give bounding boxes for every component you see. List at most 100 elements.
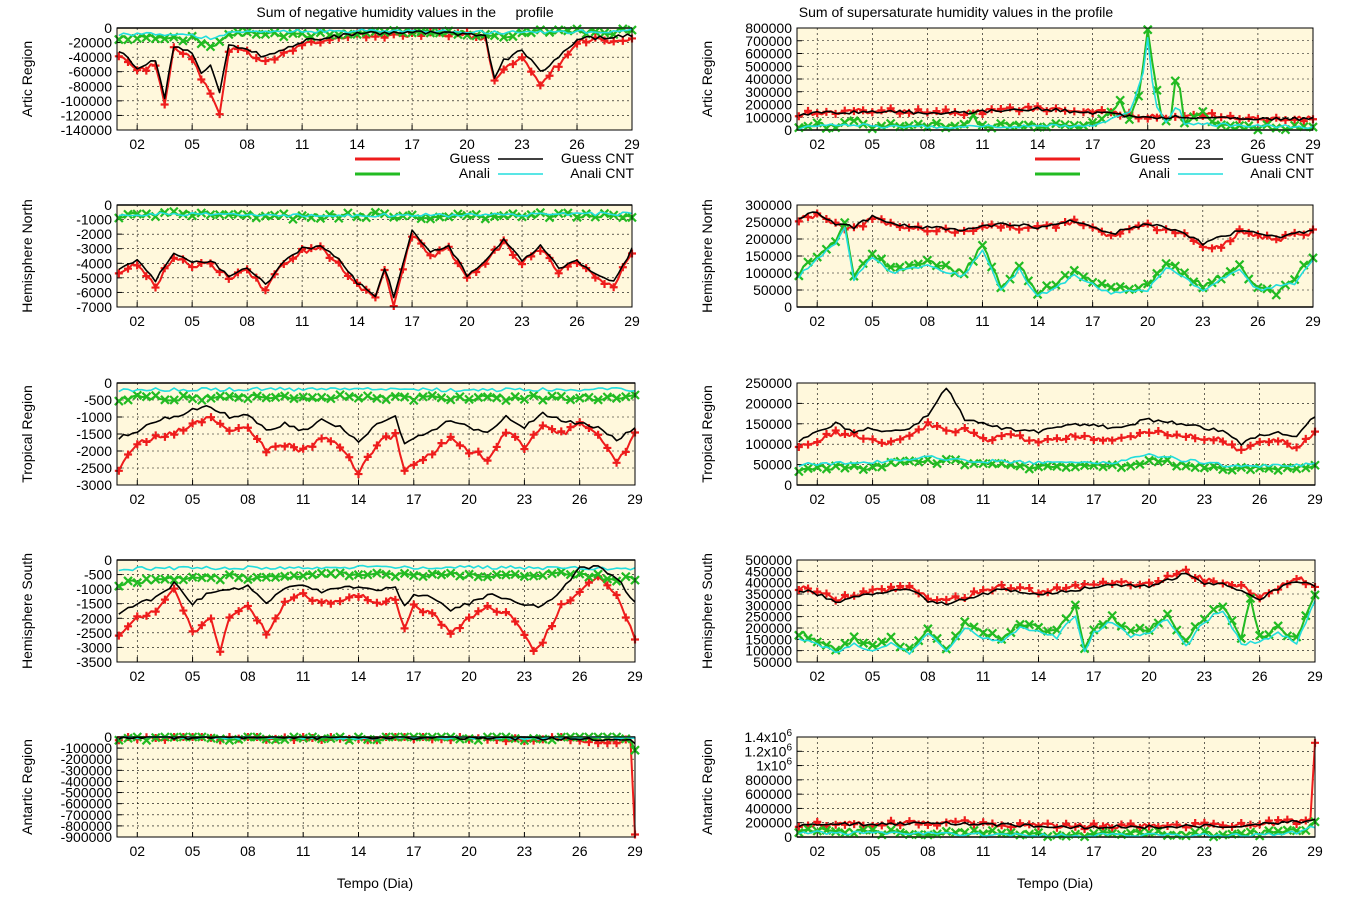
y-axis-label: Tropical Region — [699, 385, 715, 483]
data-point-guess — [262, 630, 271, 639]
data-point-anali — [1181, 830, 1191, 841]
data-point-anali — [621, 571, 631, 582]
data-point-guess — [859, 434, 868, 443]
x-tick-label: 29 — [1307, 843, 1323, 859]
data-point-anali — [1023, 276, 1034, 286]
data-point-guess — [618, 36, 627, 45]
y-tick-label: -200000 — [61, 751, 113, 767]
data-point-anali — [1061, 462, 1071, 473]
data-point-guess — [389, 302, 398, 311]
data-point-anali — [1078, 120, 1089, 131]
data-point-anali — [932, 633, 942, 644]
data-point-anali — [1234, 259, 1245, 270]
data-point-guess — [243, 601, 252, 610]
data-point-anali — [326, 733, 336, 744]
data-point-anali — [1218, 830, 1228, 840]
data-point-guess — [1191, 434, 1200, 443]
data-point-anali — [224, 209, 234, 220]
data-point-anali — [1069, 265, 1080, 276]
x-tick-label: 14 — [1031, 843, 1047, 859]
x-tick-label: 02 — [809, 491, 825, 507]
x-tick-label: 11 — [295, 136, 310, 152]
data-point-anali — [1162, 609, 1173, 619]
data-point-guess — [1163, 431, 1172, 440]
data-point-anali — [482, 392, 493, 402]
data-point-anali — [123, 395, 133, 405]
x-tick-label: 29 — [627, 491, 643, 507]
data-point-guess — [603, 739, 612, 748]
data-point-guess — [794, 822, 803, 831]
data-point-guess — [170, 584, 179, 593]
data-point-guess — [317, 598, 326, 607]
data-point-guess — [859, 222, 868, 231]
x-tick-label: 05 — [864, 136, 880, 152]
data-point-anali — [528, 733, 539, 744]
data-point-anali — [941, 826, 952, 837]
plot-background — [117, 28, 632, 130]
data-point-guess — [252, 54, 261, 63]
legend-left: Guess Anali Guess CNT Anali CNT — [355, 150, 634, 181]
x-tick-label: 29 — [624, 136, 640, 152]
data-point-anali — [178, 209, 188, 219]
data-point-guess — [621, 613, 630, 622]
x-tick-label: 29 — [1305, 136, 1321, 152]
data-point-anali — [1162, 830, 1173, 841]
data-point-guess — [343, 271, 352, 280]
data-point-anali — [867, 640, 878, 650]
y-tick-label: -40000 — [68, 49, 112, 65]
legend-anali-label: Anali — [1139, 165, 1170, 181]
x-tick-label: 17 — [404, 136, 420, 152]
data-point-guess — [188, 627, 197, 636]
data-point-anali — [1181, 461, 1191, 471]
data-point-guess — [612, 458, 621, 467]
y-tick-label: 0 — [104, 552, 112, 568]
data-point-anali — [491, 393, 502, 403]
data-point-anali — [1135, 623, 1145, 633]
x-tick-label: 05 — [184, 136, 200, 152]
x-tick-label: 11 — [296, 843, 311, 859]
y-tick-label: 1.4x106 — [744, 728, 792, 745]
y-tick-label: -2500 — [76, 460, 112, 476]
data-point-anali — [950, 121, 960, 131]
data-point-guess — [978, 110, 987, 119]
y-axis-label: Tropical Region — [19, 385, 35, 483]
x-tick-label: 26 — [572, 843, 588, 859]
data-point-anali — [206, 393, 216, 404]
x-tick-label: 02 — [129, 491, 145, 507]
data-point-anali — [1218, 602, 1228, 612]
y-axis-label: Artic Region — [19, 41, 35, 117]
data-point-guess — [1237, 819, 1246, 828]
data-point-guess — [123, 264, 132, 273]
data-point-guess — [446, 432, 455, 441]
data-point-guess — [536, 81, 545, 90]
data-point-guess — [1292, 443, 1301, 452]
data-point-guess — [114, 269, 123, 278]
data-point-anali — [462, 210, 472, 221]
data-point-guess — [1099, 822, 1108, 831]
data-point-anali — [1014, 261, 1024, 271]
x-tick-label: 08 — [920, 491, 936, 507]
data-point-anali — [959, 460, 970, 470]
x-tick-label: 26 — [1250, 313, 1266, 329]
y-tick-label: -400000 — [61, 773, 113, 789]
y-tick-label: 200000 — [745, 97, 792, 113]
x-tick-label: 17 — [406, 843, 422, 859]
data-point-anali — [538, 570, 548, 581]
data-point-guess — [1191, 819, 1200, 828]
data-point-anali — [399, 568, 410, 579]
x-tick-label: 26 — [1250, 136, 1266, 152]
data-point-guess — [1283, 439, 1292, 448]
data-point-guess — [557, 600, 566, 609]
data-point-guess — [905, 431, 914, 440]
data-point-anali — [298, 392, 308, 402]
data-point-guess — [160, 595, 169, 604]
legend-anali-cnt-label: Anali CNT — [1250, 165, 1314, 181]
legend-guess-cnt-label: Guess CNT — [1241, 150, 1315, 166]
data-point-guess — [253, 616, 262, 625]
data-point-guess — [1301, 580, 1310, 589]
data-point-anali — [877, 637, 887, 647]
data-point-anali — [381, 569, 391, 580]
data-point-guess — [142, 66, 151, 75]
data-point-anali — [464, 394, 474, 405]
data-point-guess — [887, 582, 896, 591]
